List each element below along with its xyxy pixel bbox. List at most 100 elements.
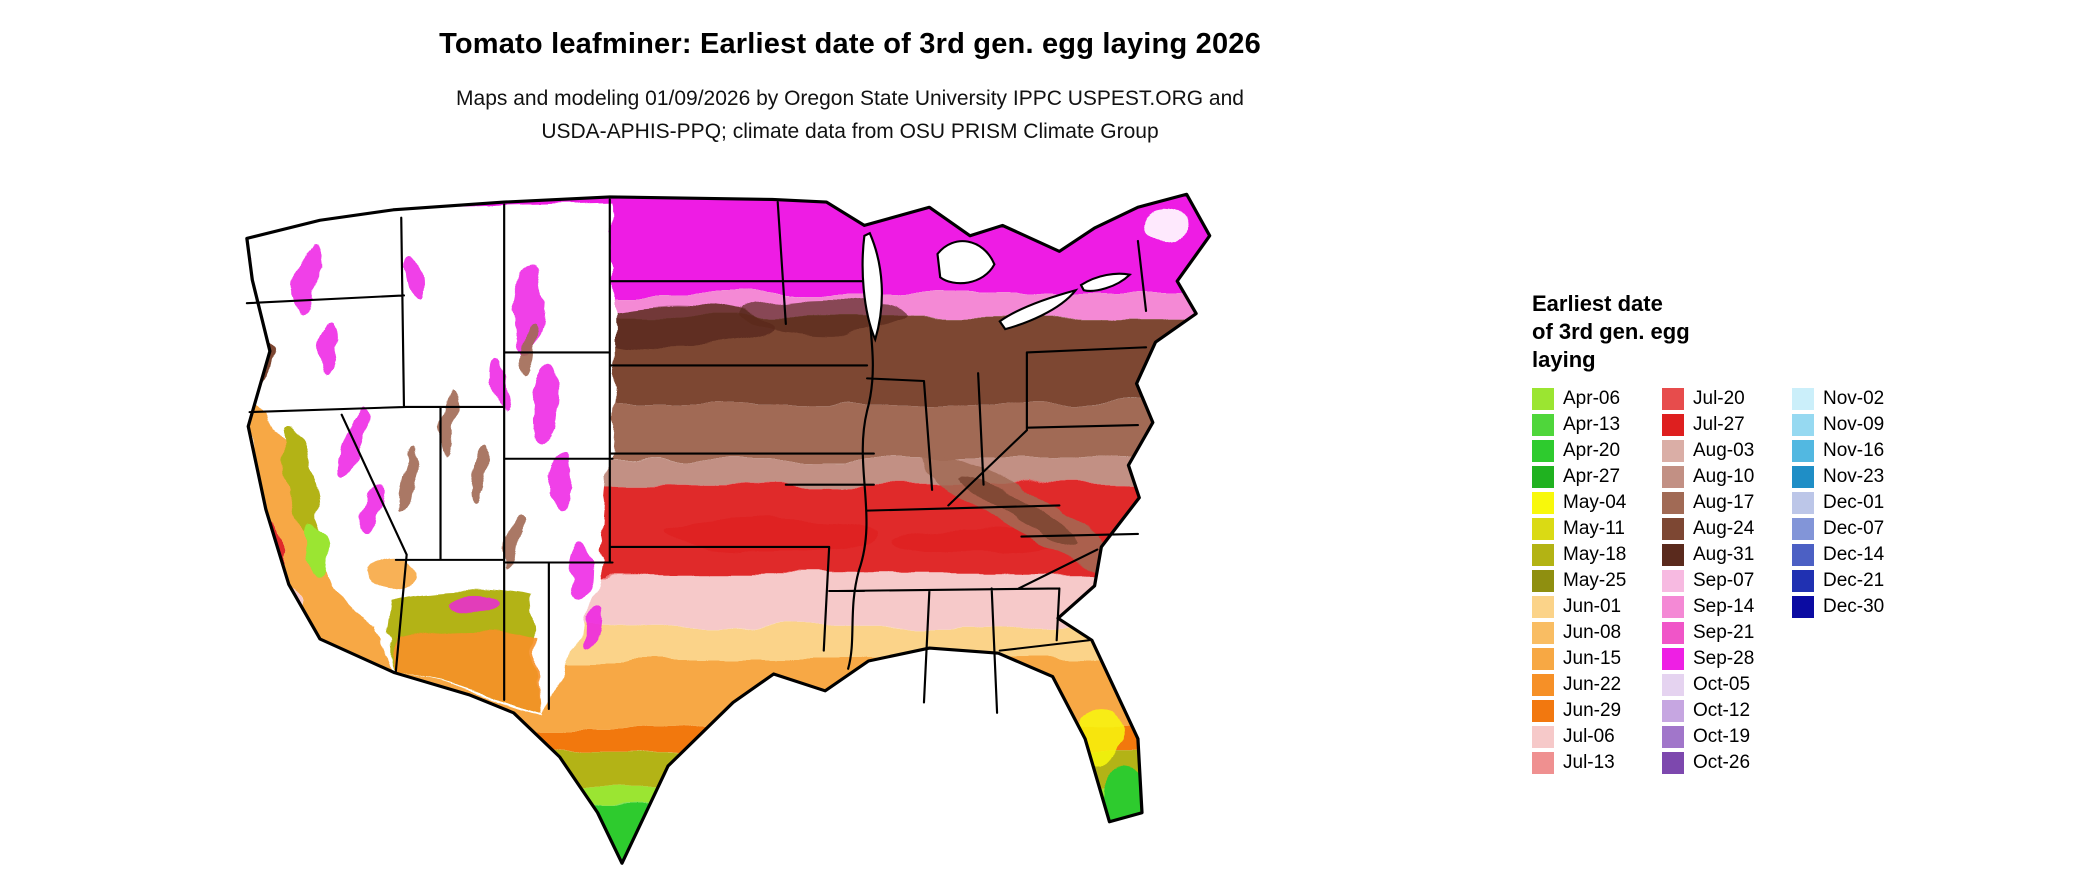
legend-entry: Nov-02 (1792, 386, 1922, 412)
legend-entry-label: May-11 (1563, 518, 1625, 539)
legend-entry: Sep-07 (1662, 568, 1792, 594)
legend-entry-label: Jul-06 (1563, 726, 1615, 747)
legend-entry: Apr-20 (1532, 438, 1662, 464)
legend-entry: Dec-21 (1792, 568, 1922, 594)
state-borders (245, 198, 1148, 714)
legend-entry-label: Dec-01 (1823, 492, 1885, 513)
legend-entry-label: Jul-13 (1563, 752, 1615, 773)
legend-entry: Nov-16 (1792, 438, 1922, 464)
legend-entry-label: Jul-27 (1693, 414, 1745, 435)
legend-entry-label: Nov-09 (1823, 414, 1885, 435)
legend-entry-label: Aug-03 (1693, 440, 1755, 461)
legend-swatch (1532, 544, 1554, 566)
lake-ontario (1079, 272, 1132, 292)
legend-entry: Oct-12 (1662, 698, 1792, 724)
legend-entry-label: Jun-22 (1563, 674, 1622, 695)
legend-entry-label: Oct-26 (1693, 752, 1751, 773)
legend-swatch (1532, 492, 1554, 514)
legend-column: Apr-06 Apr-13 Apr-20 Apr-27 May-04 May-11 May-… (1532, 386, 1662, 776)
lake-michigan (861, 231, 883, 343)
legend-entry: Jun-29 (1532, 698, 1662, 724)
legend-entry: Apr-06 (1532, 386, 1662, 412)
page-title: Tomato leafminer: Earliest date of 3rd g… (439, 28, 1261, 60)
legend-entry: May-25 (1532, 568, 1662, 594)
legend-entry-label: Nov-16 (1823, 440, 1885, 461)
legend-entry: Apr-13 (1532, 412, 1662, 438)
legend-swatch (1662, 440, 1684, 462)
legend-swatch (1792, 596, 1814, 618)
legend: Earliest date of 3rd gen. egg laying Apr… (1532, 290, 1972, 776)
legend-entry-label: Dec-07 (1823, 518, 1885, 539)
legend-entry: Dec-07 (1792, 516, 1922, 542)
legend-swatch (1662, 674, 1684, 696)
legend-entry: Aug-17 (1662, 490, 1792, 516)
legend-entry: Jun-15 (1532, 646, 1662, 672)
legend-entry-label: Nov-02 (1823, 388, 1885, 409)
legend-swatch (1532, 570, 1554, 592)
legend-entry: Nov-09 (1792, 412, 1922, 438)
legend-entry-label: Jun-01 (1563, 596, 1622, 617)
legend-swatch (1662, 388, 1684, 410)
legend-entry-label: Aug-24 (1693, 518, 1755, 539)
legend-entry-label: Sep-07 (1693, 570, 1755, 591)
legend-column: Nov-02 Nov-09 Nov-16 Nov-23 Dec-01 Dec-07 Dec-… (1792, 386, 1922, 776)
legend-entry: Oct-26 (1662, 750, 1792, 776)
legend-entry-label: Jun-15 (1563, 648, 1622, 669)
legend-swatch (1532, 622, 1554, 644)
legend-entry: May-11 (1532, 516, 1662, 542)
legend-entry-label: Oct-05 (1693, 674, 1751, 695)
legend-entry: Jul-06 (1532, 724, 1662, 750)
legend-columns: Apr-06 Apr-13 Apr-20 Apr-27 May-04 May-11 May-… (1532, 386, 1972, 776)
legend-entry-label: Apr-13 (1563, 414, 1621, 435)
great-lakes (861, 231, 1132, 343)
legend-entry: Jul-20 (1662, 386, 1792, 412)
legend-title-line-1: Earliest date (1532, 291, 1663, 316)
legend-entry-label: Apr-06 (1563, 388, 1621, 409)
legend-swatch (1532, 414, 1554, 436)
legend-entry-label: Jul-20 (1693, 388, 1745, 409)
legend-entry: Sep-21 (1662, 620, 1792, 646)
legend-swatch (1662, 752, 1684, 774)
legend-entry: Nov-23 (1792, 464, 1922, 490)
legend-entry-label: Apr-27 (1563, 466, 1621, 487)
legend-entry: Aug-24 (1662, 516, 1792, 542)
legend-swatch (1792, 492, 1814, 514)
legend-entry-label: Nov-23 (1823, 466, 1885, 487)
legend-entry: Jun-08 (1532, 620, 1662, 646)
legend-entry-label: Jun-08 (1563, 622, 1622, 643)
legend-entry: Aug-31 (1662, 542, 1792, 568)
legend-entry: Aug-03 (1662, 438, 1792, 464)
legend-entry-label: Sep-28 (1693, 648, 1755, 669)
legend-swatch (1662, 466, 1684, 488)
legend-entry: Oct-19 (1662, 724, 1792, 750)
legend-entry: Dec-01 (1792, 490, 1922, 516)
legend-swatch (1532, 752, 1554, 774)
attribution: Maps and modeling 01/09/2026 by Oregon S… (0, 82, 1700, 148)
legend-entry: Sep-28 (1662, 646, 1792, 672)
legend-entry: May-04 (1532, 490, 1662, 516)
legend-swatch (1792, 570, 1814, 592)
legend-swatch (1532, 388, 1554, 410)
legend-entry-label: Oct-19 (1693, 726, 1751, 747)
legend-swatch (1792, 388, 1814, 410)
legend-entry-label: Sep-21 (1693, 622, 1755, 643)
legend-entry: May-18 (1532, 542, 1662, 568)
legend-swatch (1662, 700, 1684, 722)
legend-swatch (1662, 414, 1684, 436)
legend-swatch (1662, 648, 1684, 670)
legend-swatch (1662, 596, 1684, 618)
legend-entry-label: Apr-20 (1563, 440, 1621, 461)
legend-entry: Dec-30 (1792, 594, 1922, 620)
legend-entry: Jul-13 (1532, 750, 1662, 776)
legend-entry: Apr-27 (1532, 464, 1662, 490)
lake-erie (998, 288, 1079, 331)
legend-swatch (1532, 674, 1554, 696)
legend-swatch (1662, 570, 1684, 592)
us-map (245, 192, 1212, 865)
us-map-figure (190, 158, 1490, 884)
legend-swatch (1532, 518, 1554, 540)
legend-entry: Jun-01 (1532, 594, 1662, 620)
legend-entry-label: Jun-29 (1563, 700, 1622, 721)
legend-entry-label: Sep-14 (1693, 596, 1755, 617)
legend-entry: Oct-05 (1662, 672, 1792, 698)
